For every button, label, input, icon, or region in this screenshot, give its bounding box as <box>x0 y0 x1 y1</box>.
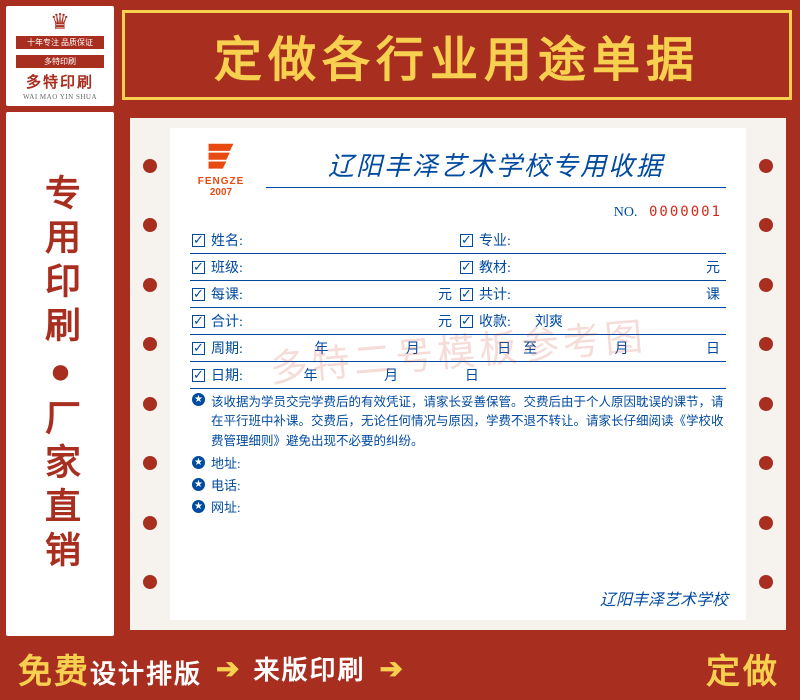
perlesson-unit: 元 <box>438 284 452 304</box>
left-strip-text: 专用印刷●厂家直销 <box>34 174 86 575</box>
total-unit: 课 <box>706 284 720 304</box>
receipt-header: FENGZE 2007 辽阳丰泽艺术学校专用收据 <box>190 142 726 198</box>
bottom-print: 来版印刷 <box>253 650 365 687</box>
web-label: 网址: <box>211 497 241 516</box>
textbook-unit: 元 <box>706 257 720 277</box>
receipt-number: NO. 0000001 <box>190 204 722 221</box>
checkbox-icon <box>192 342 205 355</box>
top-banner-text: 定做各行业用途单据 <box>214 20 700 90</box>
sum-label: 合计: <box>211 311 243 331</box>
row-tel: ★ 电话: <box>190 473 726 495</box>
row-perlesson-total: 每课: 元 共计: 课 <box>190 281 726 308</box>
left-vertical-strip: 专用印刷●厂家直销 <box>6 112 114 636</box>
row-period: 周期: 年 月 日 至 月 日 <box>190 335 726 362</box>
checkbox-icon <box>192 369 205 382</box>
class-label: 班级: <box>211 257 243 277</box>
receipt-form: 多特二号模板参考图 FENGZE 2007 辽阳丰泽艺术学校专用收据 NO. 0… <box>170 128 746 620</box>
period-to: 至 <box>523 338 537 358</box>
perforation-left <box>130 118 170 630</box>
checkbox-icon <box>192 288 205 301</box>
brand-name: 多特印刷 <box>26 71 94 92</box>
brand-pinyin: WAI MAO YIN SHUA <box>23 93 97 101</box>
school-logo-brand: FENGZE <box>198 176 245 187</box>
arrow-icon: ➔ <box>380 652 403 685</box>
top-banner: 定做各行业用途单据 <box>122 10 792 100</box>
sail-icon <box>203 142 239 174</box>
school-logo: FENGZE 2007 <box>190 142 252 198</box>
row-web: ★ 网址: <box>190 495 726 517</box>
checkbox-icon <box>192 261 205 274</box>
cashier-value: 刘爽 <box>511 311 726 331</box>
note-block: ★ 该收据为学员交完学费后的有效凭证，请家长妥善保管。交费后由于个人原因耽误的课… <box>190 389 726 451</box>
row-date: 日期: 年 月 日 <box>190 362 726 389</box>
arrow-icon: ➔ <box>216 652 239 685</box>
no-label: NO. <box>614 205 638 220</box>
textbook-label: 教材: <box>479 257 511 277</box>
checkbox-icon <box>192 234 205 247</box>
bottom-banner: 免费 设计排版 ➔ 来版印刷 ➔ 定做 <box>6 642 792 694</box>
bottom-custom: 定做 <box>706 644 780 693</box>
row-address: ★ 地址: <box>190 451 726 473</box>
school-logo-year: 2007 <box>210 187 232 198</box>
address-label: 地址: <box>211 453 241 472</box>
star-icon: ★ <box>192 478 205 491</box>
period-label: 周期: <box>211 338 243 358</box>
name-label: 姓名: <box>211 230 243 250</box>
perlesson-label: 每课: <box>211 284 243 304</box>
bottom-free: 免费 <box>18 644 90 693</box>
checkbox-icon <box>460 288 473 301</box>
tel-label: 电话: <box>211 475 241 494</box>
star-icon: ★ <box>192 393 205 406</box>
receipt-area: 多特二号模板参考图 FENGZE 2007 辽阳丰泽艺术学校专用收据 NO. 0… <box>130 118 786 630</box>
date-label: 日期: <box>211 365 243 385</box>
no-value: 0000001 <box>649 204 722 220</box>
row-name-major: 姓名: 专业: <box>190 227 726 254</box>
cashier-label: 收款: <box>479 311 511 331</box>
checkbox-icon <box>192 315 205 328</box>
brand-banner-1: 十年专注 品质保证 <box>16 36 104 49</box>
brand-logo-block: ♛ 十年专注 品质保证 多特印刷 多特印刷 WAI MAO YIN SHUA <box>6 6 114 106</box>
star-icon: ★ <box>192 500 205 513</box>
perforation-right <box>746 118 786 630</box>
note-text: 该收据为学员交完学费后的有效凭证，请家长妥善保管。交费后由于个人原因耽误的课节，… <box>211 393 726 451</box>
school-signature: 辽阳丰泽艺术学校 <box>600 586 728 610</box>
sum-unit: 元 <box>438 311 452 331</box>
total-label: 共计: <box>479 284 511 304</box>
bottom-design: 设计排版 <box>90 654 202 691</box>
checkbox-icon <box>460 234 473 247</box>
row-sum-cashier: 合计: 元 收款: 刘爽 <box>190 308 726 335</box>
row-class-textbook: 班级: 教材: 元 <box>190 254 726 281</box>
crown-icon: ♛ <box>50 11 70 33</box>
star-icon: ★ <box>192 456 205 469</box>
major-label: 专业: <box>479 230 511 250</box>
brand-banner-2: 多特印刷 <box>16 55 104 68</box>
checkbox-icon <box>460 315 473 328</box>
checkbox-icon <box>460 261 473 274</box>
receipt-title: 辽阳丰泽艺术学校专用收据 <box>266 146 726 188</box>
